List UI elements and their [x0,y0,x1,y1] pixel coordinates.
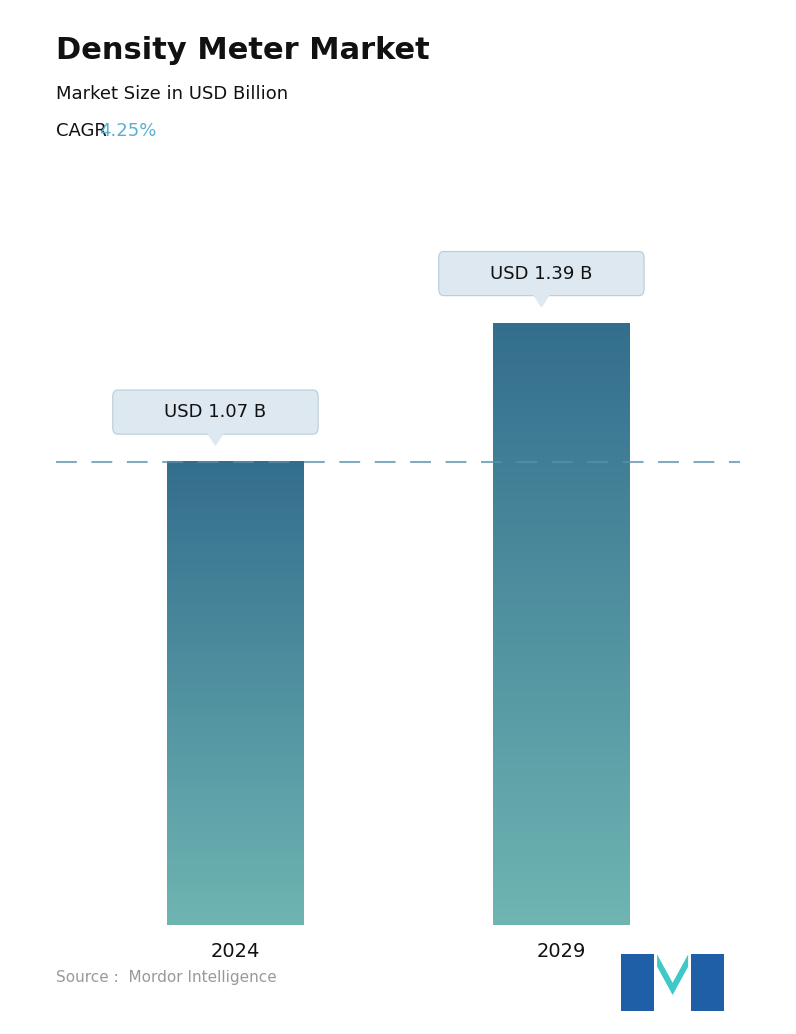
Text: USD 1.07 B: USD 1.07 B [165,403,267,421]
Text: CAGR: CAGR [56,122,112,140]
Polygon shape [691,954,724,1011]
Text: Source :  Mordor Intelligence: Source : Mordor Intelligence [56,970,276,985]
Polygon shape [530,290,553,306]
Polygon shape [657,954,688,995]
Text: Market Size in USD Billion: Market Size in USD Billion [56,85,288,102]
Polygon shape [621,954,654,1011]
Text: 4.25%: 4.25% [100,122,157,140]
Text: Density Meter Market: Density Meter Market [56,36,430,65]
FancyBboxPatch shape [439,251,644,296]
FancyBboxPatch shape [113,390,318,434]
Text: USD 1.39 B: USD 1.39 B [490,265,592,282]
Polygon shape [204,428,227,445]
